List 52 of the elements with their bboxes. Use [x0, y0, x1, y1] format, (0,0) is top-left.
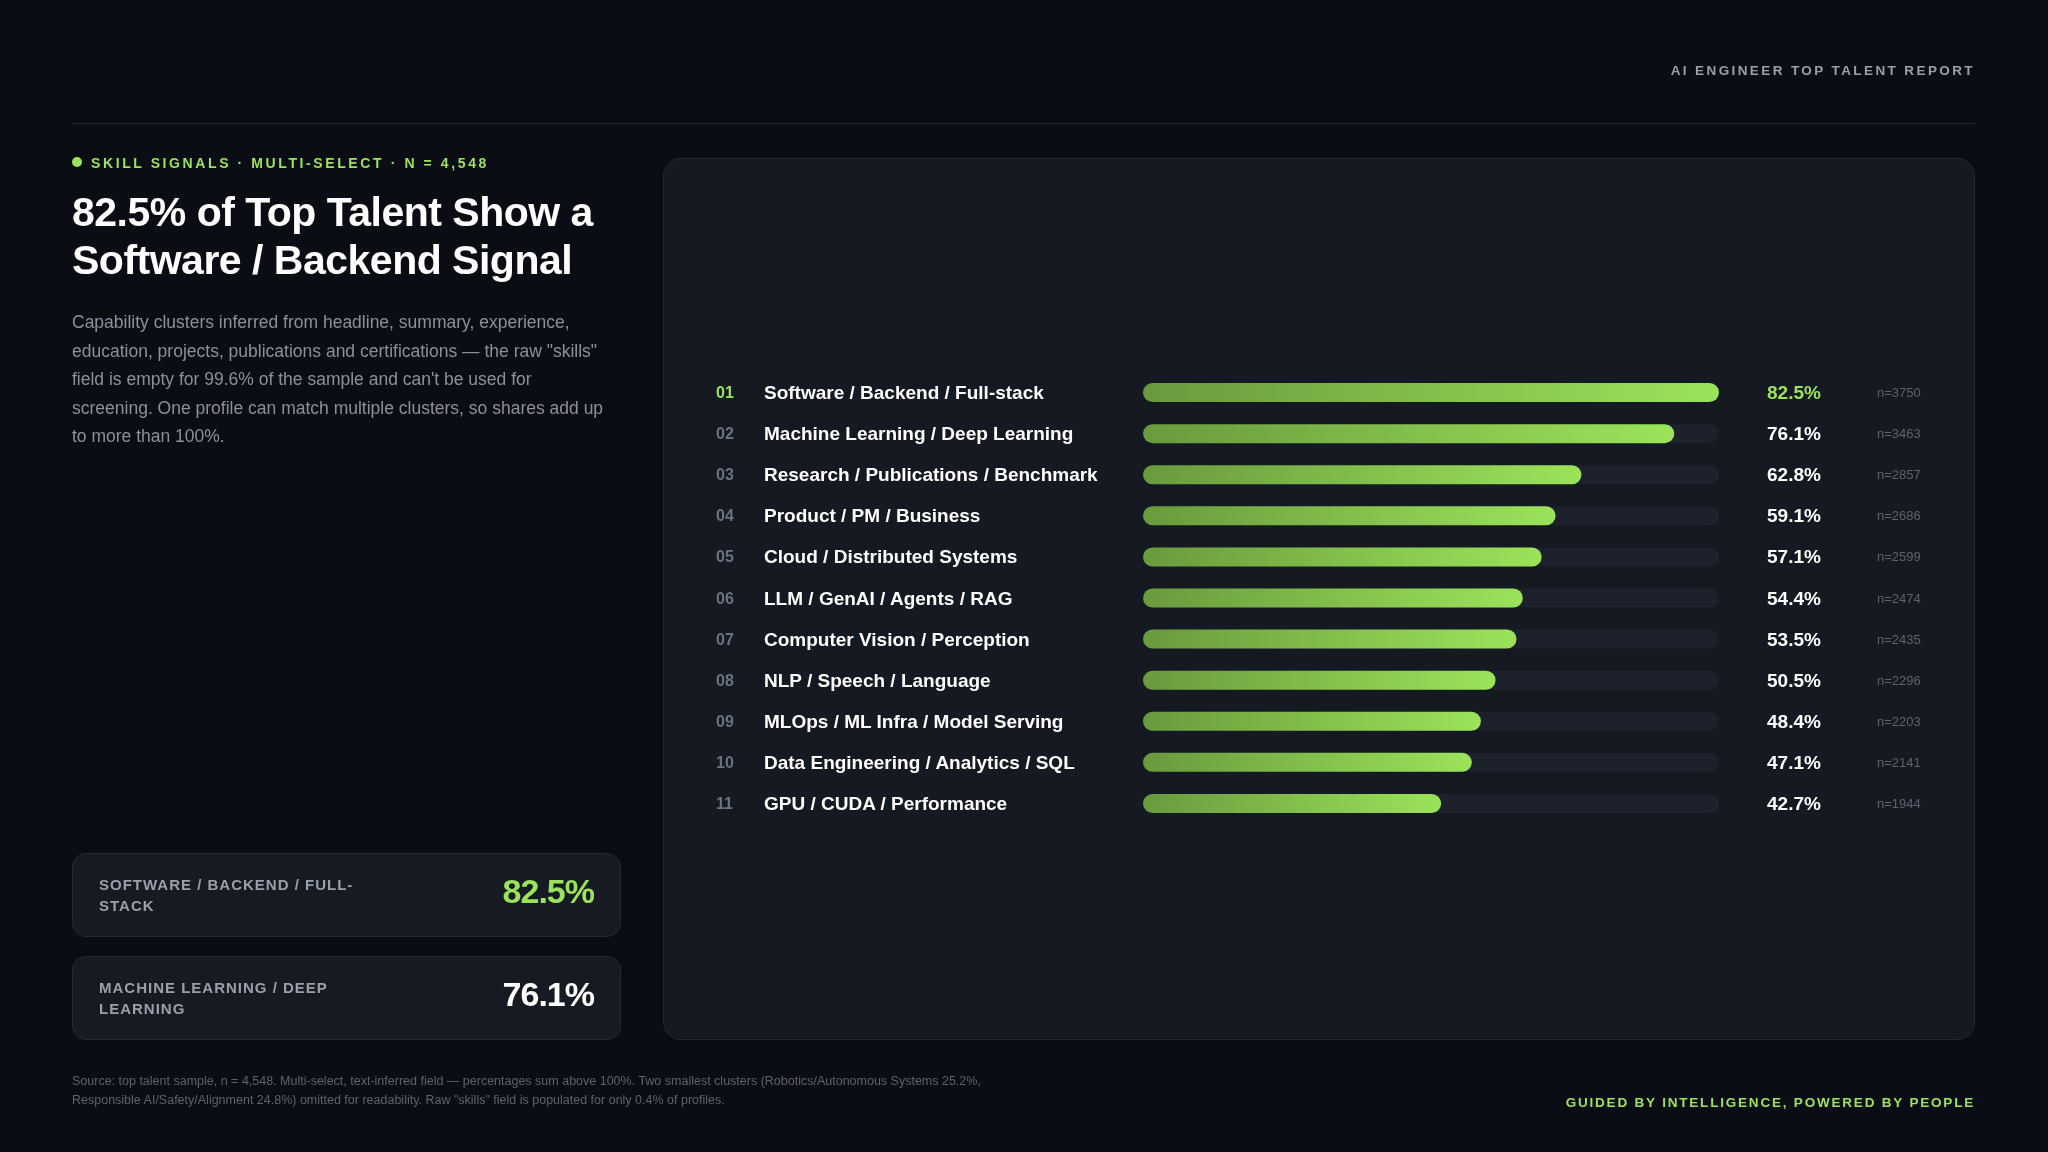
source-note: Source: top talent sample, n = 4,548. Multi-select, text-inferred field — percentages sum above 100%. Two smallest clusters (Robotics/Autonomous Systems 25.2%, Responsible AI/Safety/Alignment 24.8%) omitted for readability. Raw "skills" field is populated for only 0.4% of profiles.	[72, 1073, 982, 1109]
data-label: 42.7%	[1767, 792, 1821, 814]
y-tick-label: LLM / GenAI / Agents / RAG	[764, 587, 1013, 609]
stat-card: SOFTWARE / BACKEND / FULL-STACK 82.5%	[72, 853, 621, 937]
y-tick-label: MLOps / ML Infra / Model Serving	[764, 710, 1064, 732]
y-tick-label: Cloud / Distributed Systems	[764, 546, 1018, 568]
text: n=1944	[1877, 795, 1921, 811]
text: 05	[716, 548, 734, 566]
text: 01	[716, 384, 734, 402]
y-tick-label: GPU / CUDA / Performance	[764, 792, 1008, 814]
text: 04	[716, 507, 734, 525]
text: 03	[716, 466, 734, 484]
data-label: 57.1%	[1767, 546, 1821, 568]
text: n=2474	[1877, 590, 1921, 606]
data-label: 76.1%	[1767, 423, 1821, 445]
stat-card: MACHINE LEARNING / DEEP LEARNING 76.1%	[72, 956, 621, 1040]
text: n=2599	[1877, 549, 1921, 565]
text: n=3750	[1877, 385, 1921, 401]
data-label: 50.5%	[1767, 669, 1821, 691]
data-label: 62.8%	[1767, 464, 1821, 486]
text: n=2141	[1877, 754, 1921, 770]
data-label: 53.5%	[1767, 628, 1821, 650]
text: GUIDED BY INTELLIGENCE, POWERED BY PEOPLE	[1565, 1095, 1975, 1110]
data-label: 82.5%	[1767, 382, 1821, 404]
text: 08	[716, 671, 734, 689]
text: 06	[716, 589, 734, 607]
text: 11	[716, 794, 734, 812]
text: SKILL SIGNALS · MULTI-SELECT · N = 4,548	[91, 155, 489, 171]
y-tick-label: Machine Learning / Deep Learning	[764, 423, 1074, 445]
text: Capability clusters inferred from headline, summary, experience, education, projects, publications and certifications — the raw "skills" field is empty for 99.6% of the sample and can't be used for screening. One profile can match multiple clusters, so shares add up to more than 100%.	[72, 311, 605, 448]
y-tick-label: Product / PM / Business	[764, 505, 981, 527]
text: 82.5% of Top Talent Show a Software / Backend Signal	[72, 188, 595, 284]
y-tick-label: Research / Publications / Benchmark	[764, 464, 1099, 486]
y-tick-label: NLP / Speech / Language	[764, 669, 991, 691]
text: 02	[716, 425, 734, 443]
y-tick-label: Software / Backend / Full-stack	[764, 382, 1045, 404]
text: n=3463	[1877, 426, 1921, 442]
data-label: 48.4%	[1767, 710, 1821, 732]
y-tick-label: Computer Vision / Perception	[764, 628, 1030, 650]
data-label: 59.1%	[1767, 505, 1821, 527]
text: 10	[716, 753, 734, 771]
y-tick-label: Data Engineering / Analytics / SQL	[764, 751, 1076, 773]
text: n=2857	[1877, 467, 1921, 483]
data-label: 47.1%	[1767, 751, 1821, 773]
text: n=2203	[1877, 713, 1921, 729]
data-label: 54.4%	[1767, 587, 1821, 609]
text: AI ENGINEER TOP TALENT REPORT	[1670, 63, 1975, 78]
text: n=2435	[1877, 631, 1921, 647]
text: n=2296	[1877, 672, 1921, 688]
text: 09	[716, 712, 734, 730]
text: 07	[716, 630, 734, 648]
text: n=2686	[1877, 508, 1921, 524]
